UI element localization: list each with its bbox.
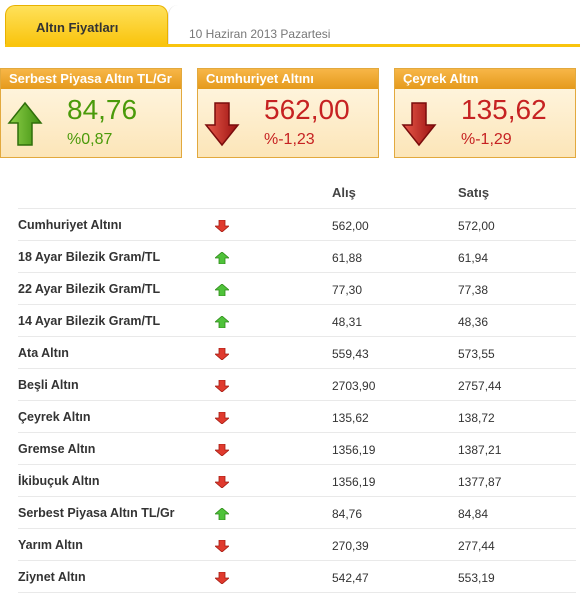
tab-label: Altın Fiyatları bbox=[36, 20, 119, 35]
row-sell: 1377,87 bbox=[458, 475, 502, 489]
row-name: Çeyrek Altın bbox=[18, 410, 91, 424]
row-buy: 48,31 bbox=[332, 315, 363, 329]
card-value: 562,00 bbox=[264, 94, 350, 125]
header-sell: Satış bbox=[458, 185, 490, 200]
arrow-up-icon bbox=[213, 507, 231, 521]
row-buy: 270,39 bbox=[332, 539, 369, 553]
card-change: %-1,23 bbox=[264, 131, 315, 148]
card-cumhuriyet[interactable]: Cumhuriyet Altını 562,00 %-1,23 bbox=[197, 68, 379, 158]
card-title: Çeyrek Altın bbox=[395, 69, 575, 89]
row-buy: 562,00 bbox=[332, 219, 369, 233]
row-sell: 77,38 bbox=[458, 283, 489, 297]
row-buy: 61,88 bbox=[332, 251, 363, 265]
row-sell: 572,00 bbox=[458, 219, 495, 233]
arrow-up-icon bbox=[7, 101, 43, 146]
card-title: Cumhuriyet Altını bbox=[198, 69, 378, 89]
row-buy: 1356,19 bbox=[332, 475, 376, 489]
arrow-down-icon bbox=[213, 411, 231, 425]
row-sell: 138,72 bbox=[458, 411, 495, 425]
arrow-down-icon bbox=[213, 475, 231, 489]
row-buy: 84,76 bbox=[332, 507, 363, 521]
row-name: 22 Ayar Bilezik Gram/TL bbox=[18, 282, 161, 296]
row-buy: 135,62 bbox=[332, 411, 369, 425]
table-row[interactable]: Cumhuriyet Altını 562,00 572,00 bbox=[18, 208, 576, 240]
row-name: Ata Altın bbox=[18, 346, 69, 360]
row-buy: 542,47 bbox=[332, 571, 369, 585]
table-row[interactable]: 18 Ayar Bilezik Gram/TL 61,88 61,94 bbox=[18, 240, 576, 272]
row-buy: 559,43 bbox=[332, 347, 369, 361]
row-name: Ziynet Altın bbox=[18, 570, 86, 584]
table-row[interactable]: 14 Ayar Bilezik Gram/TL 48,31 48,36 bbox=[18, 304, 576, 336]
row-name: Serbest Piyasa Altın TL/Gr bbox=[18, 506, 175, 520]
card-value: 135,62 bbox=[461, 94, 547, 125]
arrow-down-icon bbox=[213, 379, 231, 393]
arrow-down-icon bbox=[204, 102, 240, 147]
table-row[interactable]: Serbest Piyasa Altın TL/Gr 84,76 84,84 bbox=[18, 496, 576, 528]
table-row[interactable]: Gremse Altın 1356,19 1387,21 bbox=[18, 432, 576, 464]
arrow-down-icon bbox=[213, 539, 231, 553]
card-serbest-piyasa[interactable]: Serbest Piyasa Altın TL/Gr 84,76 %0,87 bbox=[0, 68, 182, 158]
row-buy: 2703,90 bbox=[332, 379, 376, 393]
row-name: 14 Ayar Bilezik Gram/TL bbox=[18, 314, 161, 328]
row-name: Beşli Altın bbox=[18, 378, 79, 392]
row-sell: 61,94 bbox=[458, 251, 489, 265]
row-name: İkibuçuk Altın bbox=[18, 474, 100, 488]
tab-altin-fiyatlari[interactable]: Altın Fiyatları bbox=[5, 5, 168, 45]
row-sell: 553,19 bbox=[458, 571, 495, 585]
row-sell: 2757,44 bbox=[458, 379, 502, 393]
row-sell: 277,44 bbox=[458, 539, 495, 553]
table-row[interactable]: Yarım Altın 270,39 277,44 bbox=[18, 528, 576, 560]
tab-bar: Altın Fiyatları 10 Haziran 2013 Pazartes… bbox=[0, 0, 583, 47]
card-ceyrek[interactable]: Çeyrek Altın 135,62 %-1,29 bbox=[394, 68, 576, 158]
table-row[interactable]: Ziynet Altın 542,47 553,19 bbox=[18, 560, 576, 592]
row-name: Yarım Altın bbox=[18, 538, 83, 552]
row-name: 18 Ayar Bilezik Gram/TL bbox=[18, 250, 161, 264]
table-row[interactable]: Beşli Altın 2703,90 2757,44 bbox=[18, 368, 576, 400]
arrow-down-icon bbox=[213, 347, 231, 361]
row-sell: 573,55 bbox=[458, 347, 495, 361]
arrow-down-icon bbox=[213, 571, 231, 585]
row-sell: 1387,21 bbox=[458, 443, 502, 457]
arrow-up-icon bbox=[213, 315, 231, 329]
card-change: %0,87 bbox=[67, 131, 113, 148]
row-buy: 1356,19 bbox=[332, 443, 376, 457]
card-change: %-1,29 bbox=[461, 131, 512, 148]
card-value: 84,76 bbox=[67, 94, 138, 125]
table-row[interactable]: Çeyrek Altın 135,62 138,72 bbox=[18, 400, 576, 432]
tab-divider bbox=[168, 5, 181, 45]
row-sell: 84,84 bbox=[458, 507, 489, 521]
arrow-down-icon bbox=[213, 219, 231, 233]
header-buy: Alış bbox=[332, 185, 356, 200]
card-title: Serbest Piyasa Altın TL/Gr bbox=[1, 69, 181, 89]
row-sell: 48,36 bbox=[458, 315, 489, 329]
row-buy: 77,30 bbox=[332, 283, 363, 297]
arrow-down-icon bbox=[401, 102, 437, 147]
table-row[interactable]: İkibuçuk Altın 1356,19 1377,87 bbox=[18, 464, 576, 496]
table-row[interactable]: 22 Ayar Bilezik Gram/TL 77,30 77,38 bbox=[18, 272, 576, 304]
date-label: 10 Haziran 2013 Pazartesi bbox=[189, 27, 331, 41]
row-name: Cumhuriyet Altını bbox=[18, 218, 122, 232]
table-row[interactable]: Ata Altın 559,43 573,55 bbox=[18, 336, 576, 368]
row-name: Gremse Altın bbox=[18, 442, 96, 456]
arrow-up-icon bbox=[213, 251, 231, 265]
tab-underline bbox=[5, 44, 580, 47]
arrow-down-icon bbox=[213, 443, 231, 457]
arrow-up-icon bbox=[213, 283, 231, 297]
